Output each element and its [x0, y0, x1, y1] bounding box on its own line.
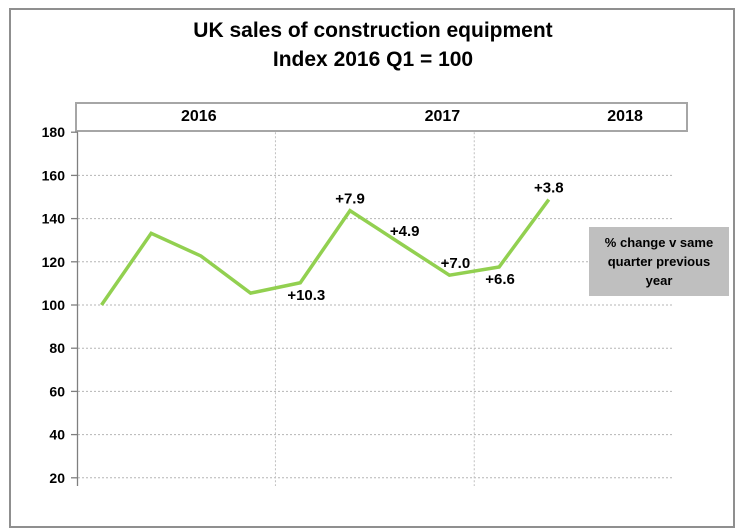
chart-plot-svg: 180 160 140 120 100 80 60 40 20 +10.3 +7.9 +4.9 +7.0…	[42, 124, 672, 486]
y-tick-label-180: 180	[42, 124, 66, 140]
y-tick-label-120: 120	[42, 254, 66, 270]
chart-subtitle: Index 2016 Q1 = 100	[272, 48, 474, 71]
y-tick-label-160: 160	[42, 167, 66, 183]
y-tick-label-40: 40	[49, 427, 65, 443]
point-label-+7.9: +7.9	[335, 191, 365, 208]
chart-title-block: UK sales of construction equipment Index…	[20, 16, 726, 74]
sales-index-line	[100, 198, 551, 306]
y-tick-label-20: 20	[49, 470, 65, 486]
year-label-2017: 2017	[424, 108, 461, 125]
point-label-+10.3: +10.3	[287, 287, 325, 304]
year-label-2018: 2018	[607, 108, 643, 125]
y-tick-label-60: 60	[49, 383, 65, 399]
point-label-+3.8: +3.8	[534, 180, 564, 197]
point-label-+7.0: +7.0	[441, 255, 471, 272]
point-label-+6.6: +6.6	[485, 271, 515, 288]
point-label-+4.9: +4.9	[390, 223, 420, 240]
year-axis-band: 2016 2017 2018	[75, 102, 688, 132]
annotation-box: % change v same quarter previous year	[589, 227, 729, 296]
screenshot-root: { "title": { "line1": "UK sales of const…	[9, 8, 735, 528]
chart-title: UK sales of construction equipment	[193, 19, 553, 42]
y-tick-label-100: 100	[42, 297, 66, 313]
y-tick-label-140: 140	[42, 211, 66, 227]
year-label-2016: 2016	[181, 108, 217, 125]
y-tick-label-80: 80	[49, 340, 65, 356]
